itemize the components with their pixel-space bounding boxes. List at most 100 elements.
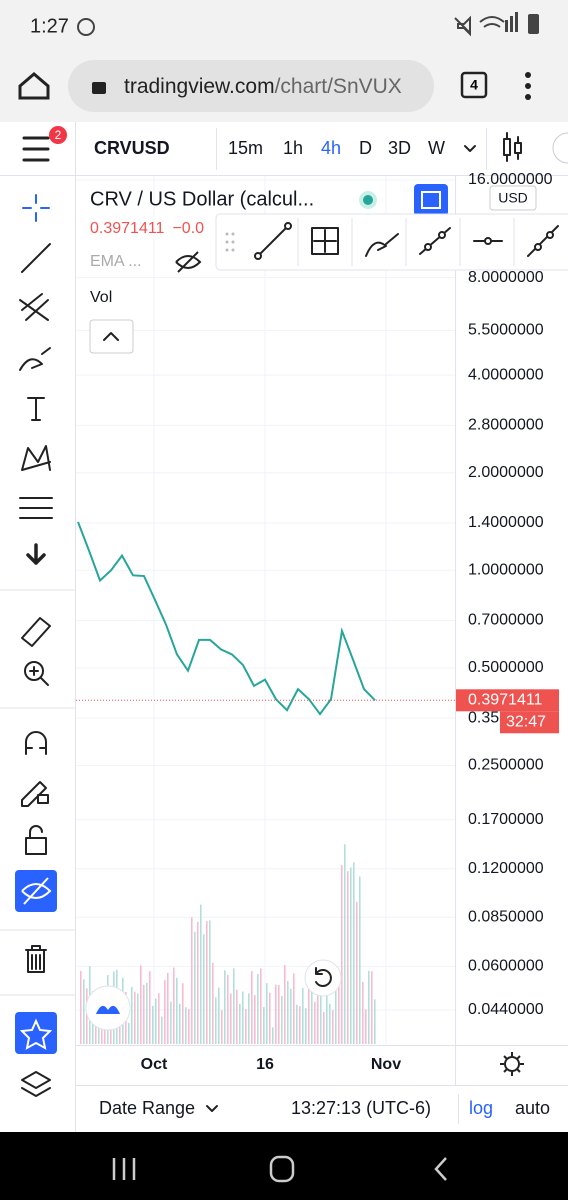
volume-bar <box>176 977 178 1044</box>
price-tick-label: 0.1700000 <box>468 811 544 828</box>
home-button[interactable] <box>18 72 50 100</box>
volume-bar <box>338 985 340 1044</box>
status-time: 1:27 <box>30 15 69 37</box>
crosshair-tool[interactable] <box>22 194 50 222</box>
volume-bar <box>272 1027 274 1044</box>
symbol[interactable]: CRVUSD <box>94 138 170 158</box>
drag-handle[interactable] <box>225 232 235 252</box>
back-button[interactable] <box>434 1157 447 1181</box>
url-field[interactable] <box>68 60 434 112</box>
volume-bar <box>329 1003 331 1044</box>
volume-bar <box>278 984 280 1044</box>
volume-bar <box>320 976 322 1044</box>
volume-bar <box>194 931 196 1044</box>
currency-box[interactable] <box>489 185 537 211</box>
volume-bar <box>146 982 148 1044</box>
trend-line-tool[interactable] <box>21 243 51 273</box>
reset-button[interactable] <box>304 959 342 997</box>
draw-extended[interactable] <box>527 225 559 257</box>
volume-bar <box>263 1007 265 1044</box>
hide-indicator[interactable] <box>175 251 202 273</box>
volume-bar <box>224 970 226 1044</box>
brush-tool[interactable] <box>19 347 51 371</box>
nav-bar <box>0 1132 568 1200</box>
volume-bar <box>140 965 142 1044</box>
sidebar-tools <box>19 194 53 855</box>
draw-ray[interactable] <box>419 227 451 255</box>
volume-bar <box>227 974 229 1044</box>
countdown-tag <box>500 711 559 734</box>
volume-bar <box>317 970 319 1044</box>
watchlist-button[interactable] <box>15 1012 57 1054</box>
hamburger[interactable] <box>22 136 50 162</box>
tv-logo-icon <box>96 1005 120 1014</box>
volume-bar <box>248 993 250 1044</box>
home-nav-button[interactable] <box>269 1155 295 1183</box>
interval[interactable]: W <box>428 138 445 158</box>
settings-button[interactable] <box>504 1056 520 1072</box>
chart-type-button[interactable] <box>503 132 522 162</box>
fib-tool[interactable] <box>19 293 49 321</box>
price-axis: 16.0000000 8.0000000 5.5000000 4.0000000 2.8… <box>456 171 559 1018</box>
volume-bar <box>215 997 217 1044</box>
magnet-tool[interactable] <box>25 731 47 755</box>
volume-bar <box>332 1010 334 1044</box>
volume-bar <box>254 995 256 1044</box>
status-icon <box>77 18 95 36</box>
countdown: 32:47 <box>506 714 546 731</box>
menu-button[interactable] <box>525 72 531 100</box>
text-tool[interactable] <box>27 397 45 421</box>
auto-toggle[interactable]: auto <box>515 1098 550 1118</box>
badge <box>49 126 67 144</box>
layers-tool[interactable] <box>21 1071 51 1097</box>
arrow-tool[interactable] <box>26 543 46 565</box>
star-icon <box>19 1018 53 1050</box>
fullscreen-button[interactable] <box>414 184 448 216</box>
interval[interactable]: 1h <box>283 138 303 158</box>
volume-bar <box>164 979 166 1044</box>
recents-button[interactable] <box>112 1158 136 1180</box>
price-tick-label: 2.0000000 <box>468 464 544 481</box>
interval[interactable]: D <box>359 138 372 158</box>
draw-brush[interactable] <box>365 233 399 257</box>
interval[interactable]: 3D <box>388 138 411 158</box>
lock-tool[interactable] <box>25 837 47 855</box>
volume-bar <box>221 1010 223 1044</box>
volume-bar <box>182 983 184 1044</box>
price-tick-label: 1.4000000 <box>468 514 544 531</box>
draw-line[interactable] <box>257 225 289 257</box>
intervals: 15m 1h 4h D 3D W <box>228 138 445 158</box>
ruler-tool[interactable] <box>21 617 51 647</box>
interval[interactable]: 4h <box>321 138 341 158</box>
status-icons <box>454 12 539 37</box>
volume-bar <box>149 971 151 1044</box>
last-price-label: 0.3971411 <box>468 692 543 709</box>
lock-icon <box>92 82 106 94</box>
reset-icon <box>315 967 332 987</box>
clock[interactable]: 13:27:13 (UTC-6) <box>291 1098 431 1118</box>
volume-bar <box>137 993 139 1044</box>
delete-tool[interactable] <box>25 945 47 973</box>
date-range[interactable]: Date Range <box>99 1098 195 1118</box>
pattern-tool[interactable] <box>21 445 51 471</box>
volume-label: Vol <box>90 289 112 306</box>
volume-bar <box>302 987 304 1044</box>
volume-bar <box>170 1001 172 1044</box>
tv-logo[interactable] <box>85 985 131 1031</box>
log-toggle[interactable]: log <box>469 1098 493 1118</box>
indicator: EMA ... <box>90 253 142 270</box>
prediction-tool[interactable] <box>19 497 53 519</box>
volume-bar <box>134 991 136 1044</box>
tabs-button[interactable] <box>460 71 488 99</box>
draw-range[interactable] <box>311 227 339 255</box>
url-path: /chart/SnVUX <box>275 75 402 98</box>
collapse-button[interactable] <box>89 319 134 354</box>
time-axis: Oct 16 Nov <box>141 1056 402 1073</box>
volume-bar <box>353 862 355 1044</box>
interval-dropdown[interactable] <box>464 145 476 152</box>
interval[interactable]: 15m <box>228 138 263 158</box>
volume-bar <box>167 972 169 1044</box>
zoom-tool[interactable] <box>24 661 44 681</box>
add-button[interactable] <box>552 132 568 164</box>
